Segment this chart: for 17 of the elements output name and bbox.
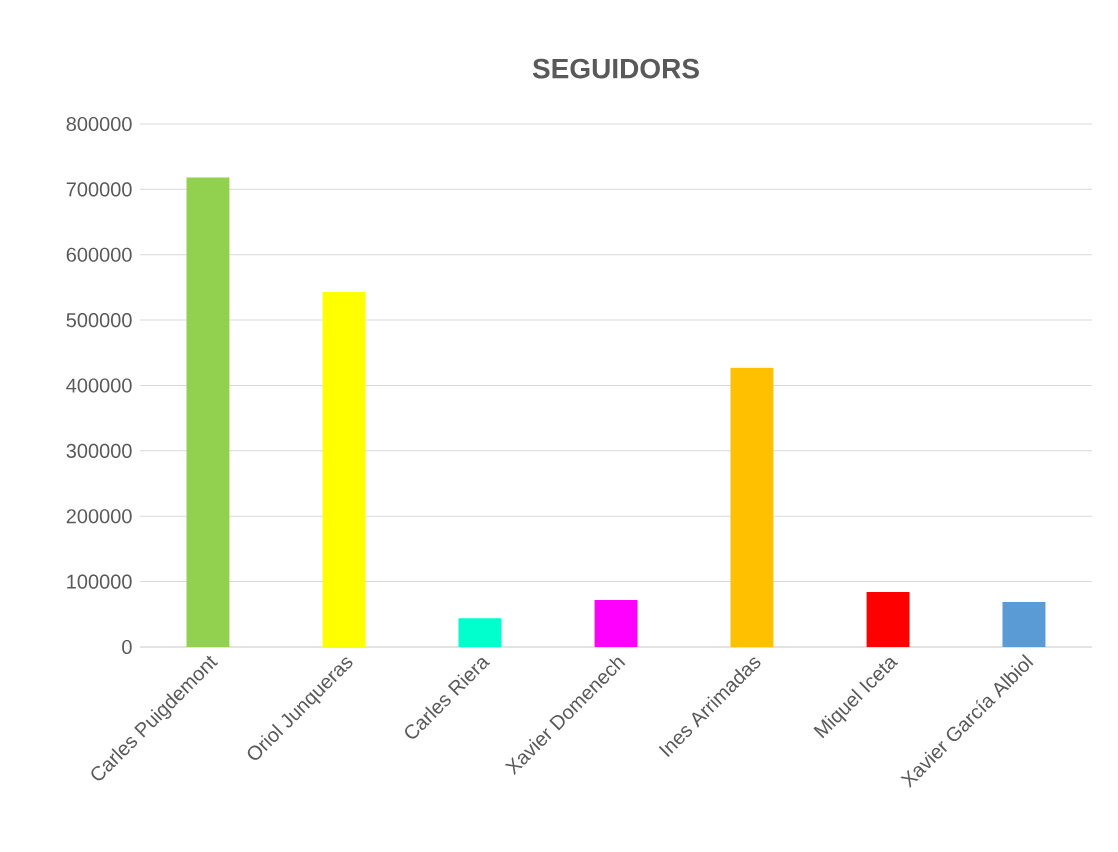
y-tick-label: 400000 — [66, 378, 132, 393]
chart-title: SEGUIDORS — [532, 58, 699, 79]
bar — [730, 367, 774, 647]
y-tick-label: 800000 — [66, 116, 132, 132]
bar — [458, 618, 502, 647]
y-tick-label: 300000 — [66, 443, 132, 458]
y-tick-label: 600000 — [66, 247, 132, 262]
bar — [866, 592, 910, 647]
bar — [594, 599, 638, 647]
bar — [186, 177, 230, 647]
y-tick-label: 0 — [122, 639, 132, 655]
y-tick-label: 100000 — [67, 574, 132, 589]
y-tick-label: 700000 — [66, 182, 132, 197]
y-tick-label: 500000 — [66, 313, 132, 328]
y-tick-label: 200000 — [66, 509, 132, 524]
bar — [322, 292, 366, 647]
bar — [1002, 601, 1046, 647]
